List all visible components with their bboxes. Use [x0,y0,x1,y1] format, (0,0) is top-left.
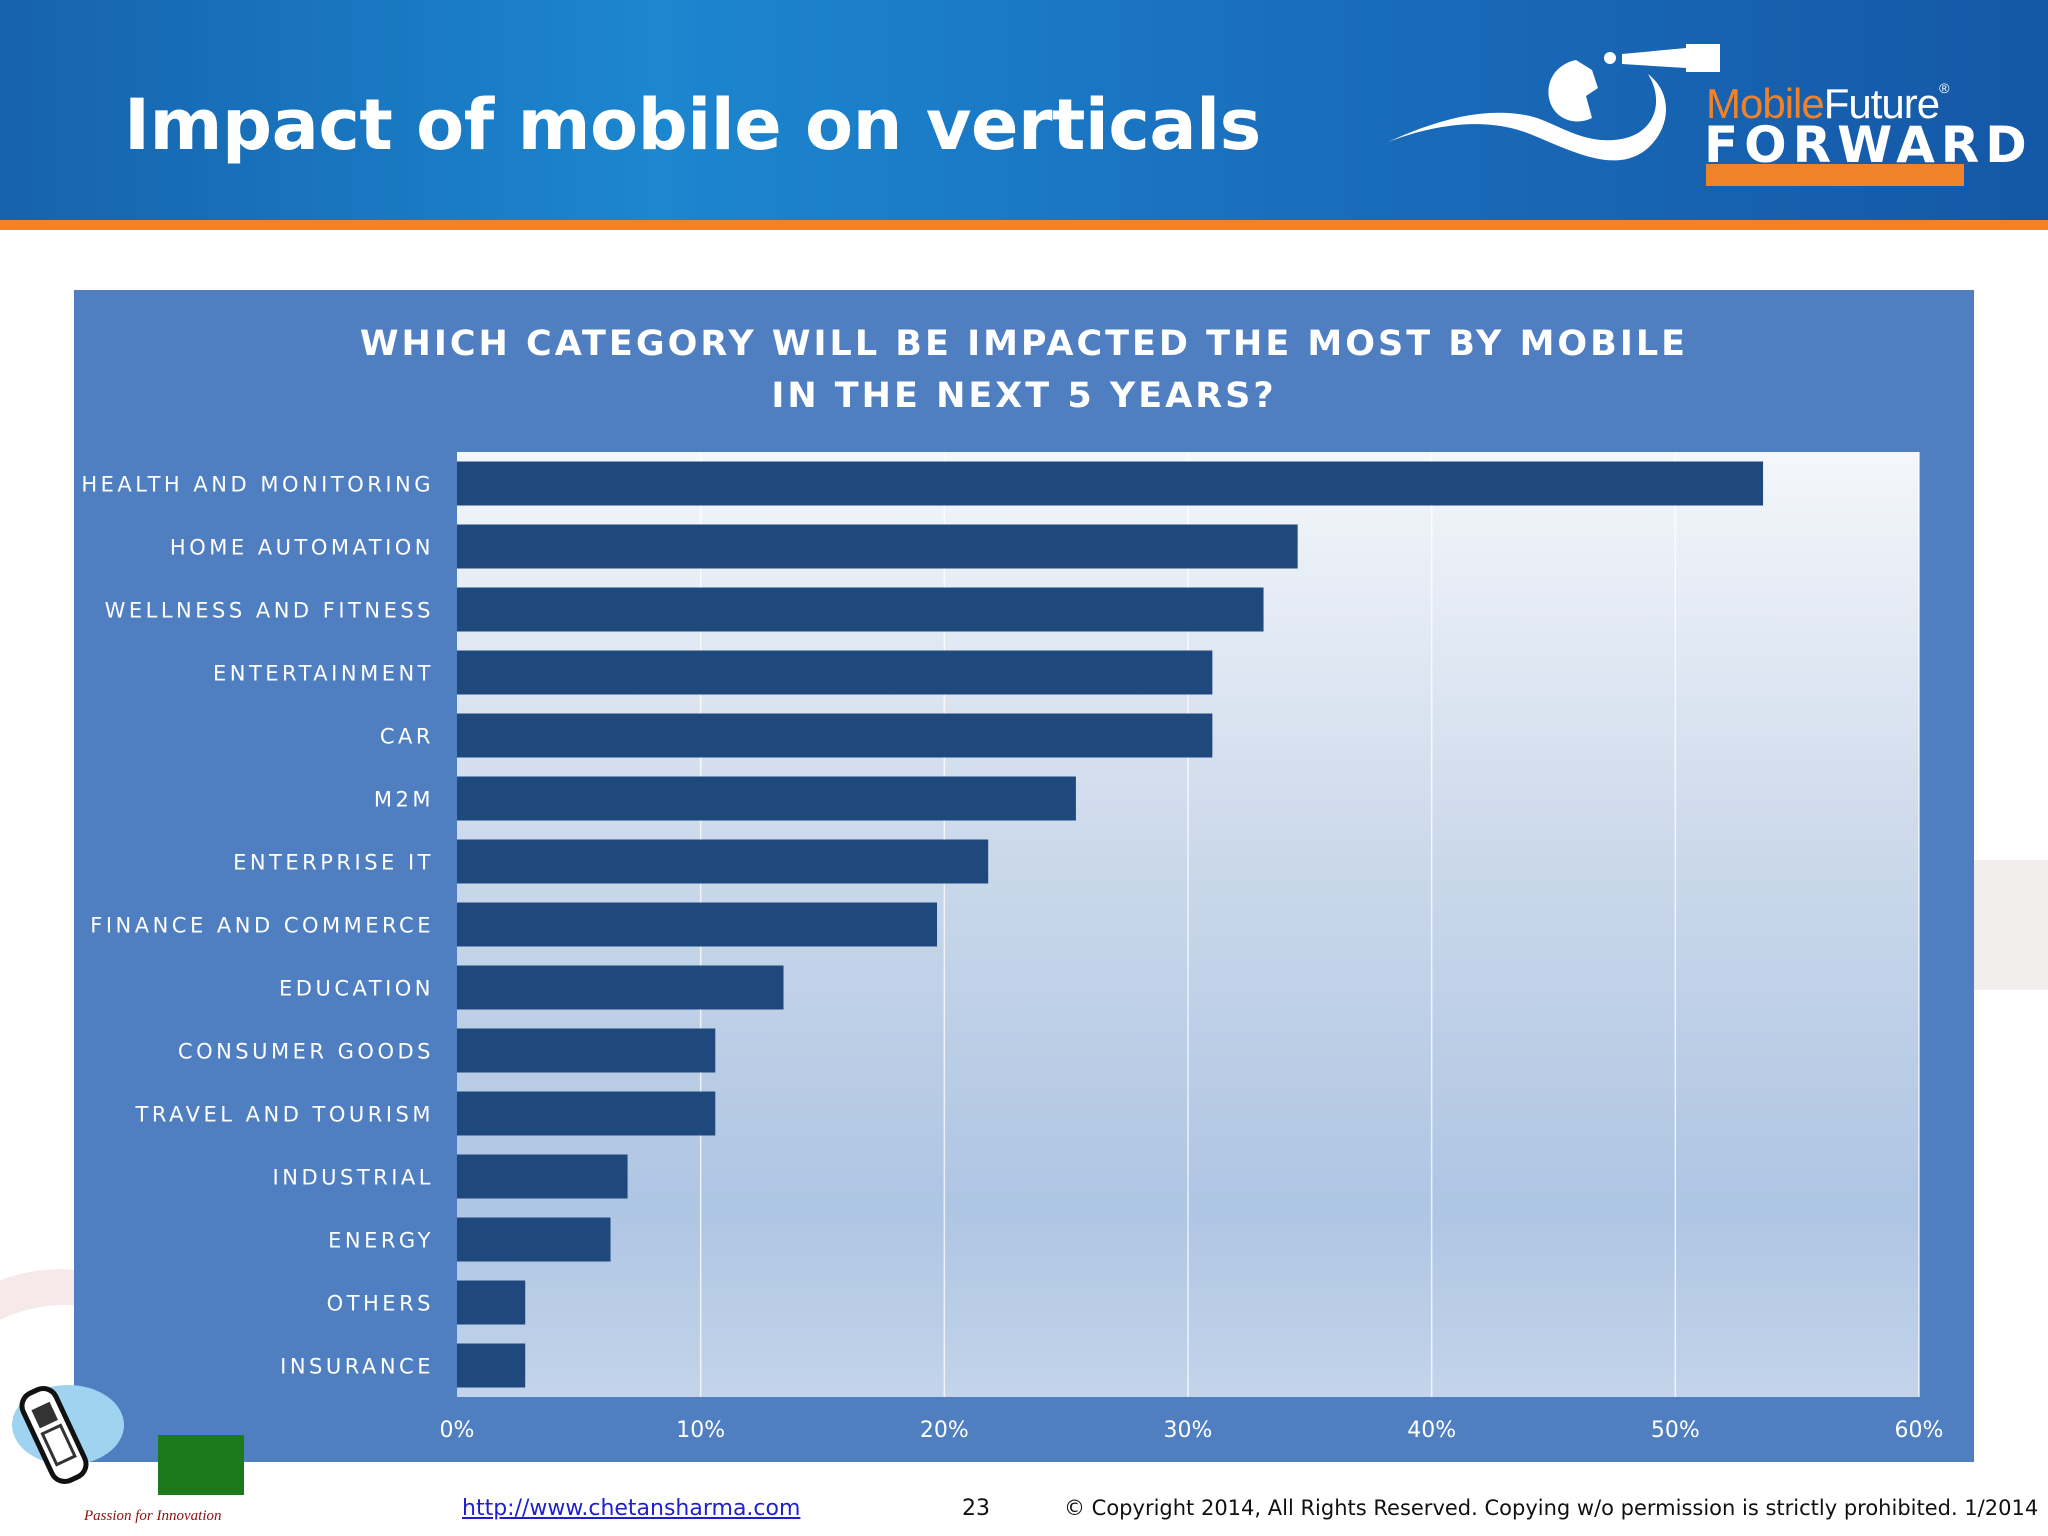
bar [457,839,989,884]
logo-accent-bar [1706,164,1964,186]
website-link[interactable]: http://www.chetansharma.com [462,1496,801,1521]
bar [457,650,1213,695]
slide-title: Impact of mobile on verticals [124,84,1261,166]
category-label: EDUCATION [279,977,434,1001]
company-tagline: Passion for Innovation [84,1508,222,1524]
category-label: CONSUMER GOODS [178,1040,434,1064]
bar [457,524,1298,569]
telescope-swoosh-icon [1388,44,1722,161]
copyright-notice: © Copyright 2014, All Rights Reserved. C… [1064,1496,2039,1520]
bar [457,1154,628,1199]
mobile-future-forward-logo: MobileFuture® FORWARD [1380,30,2027,210]
x-tick-label: 20% [920,1418,969,1443]
bar [457,1091,716,1136]
x-tick-label: 30% [1164,1418,1213,1443]
category-label: HOME AUTOMATION [170,536,434,560]
category-label: ENTERPRISE IT [233,851,434,875]
category-label: TRAVEL AND TOURISM [135,1103,434,1127]
category-label: INSURANCE [280,1355,434,1379]
bar [457,776,1076,821]
bar [457,713,1213,758]
x-tick-label: 50% [1651,1418,1700,1443]
x-tick-label: 0% [440,1418,475,1443]
bar [457,1028,716,1073]
bar [457,902,938,947]
company-logo [12,1385,244,1495]
phone-icon [19,1385,89,1485]
x-tick-label: 10% [676,1418,725,1443]
bar [457,1343,526,1388]
bar-chart: HEALTH AND MONITORING HOME AUTOMATION WELL… [81,452,1944,1443]
chart-title: WHICH CATEGORY WILL BE IMPACTED THE MOST… [359,324,1689,416]
x-tick-label: 60% [1895,1418,1944,1443]
category-label: OTHERS [327,1292,434,1316]
category-label: INDUSTRIAL [273,1166,434,1190]
background-decoration-right [1960,860,2048,990]
category-label: ENERGY [328,1229,434,1253]
page-number: 23 [962,1496,990,1521]
category-label: WELLNESS AND FITNESS [105,599,434,623]
category-label: CAR [380,725,434,749]
chart-panel: WHICH CATEGORY WILL BE IMPACTED THE MOST… [74,290,1974,1462]
header-accent-stripe [0,220,2048,230]
x-tick-label: 40% [1407,1418,1456,1443]
bar [457,461,1764,506]
bar [457,1217,611,1262]
logo-wordmark-top: MobileFuture® [1706,80,1949,127]
logo-green-block [158,1435,244,1495]
category-label: M2M [374,788,434,812]
category-label: FINANCE AND COMMERCE [90,914,434,938]
bar [457,965,784,1010]
bar [457,1280,526,1325]
bar [457,587,1264,632]
category-label: ENTERTAINMENT [213,662,434,686]
category-label: HEALTH AND MONITORING [81,473,434,497]
